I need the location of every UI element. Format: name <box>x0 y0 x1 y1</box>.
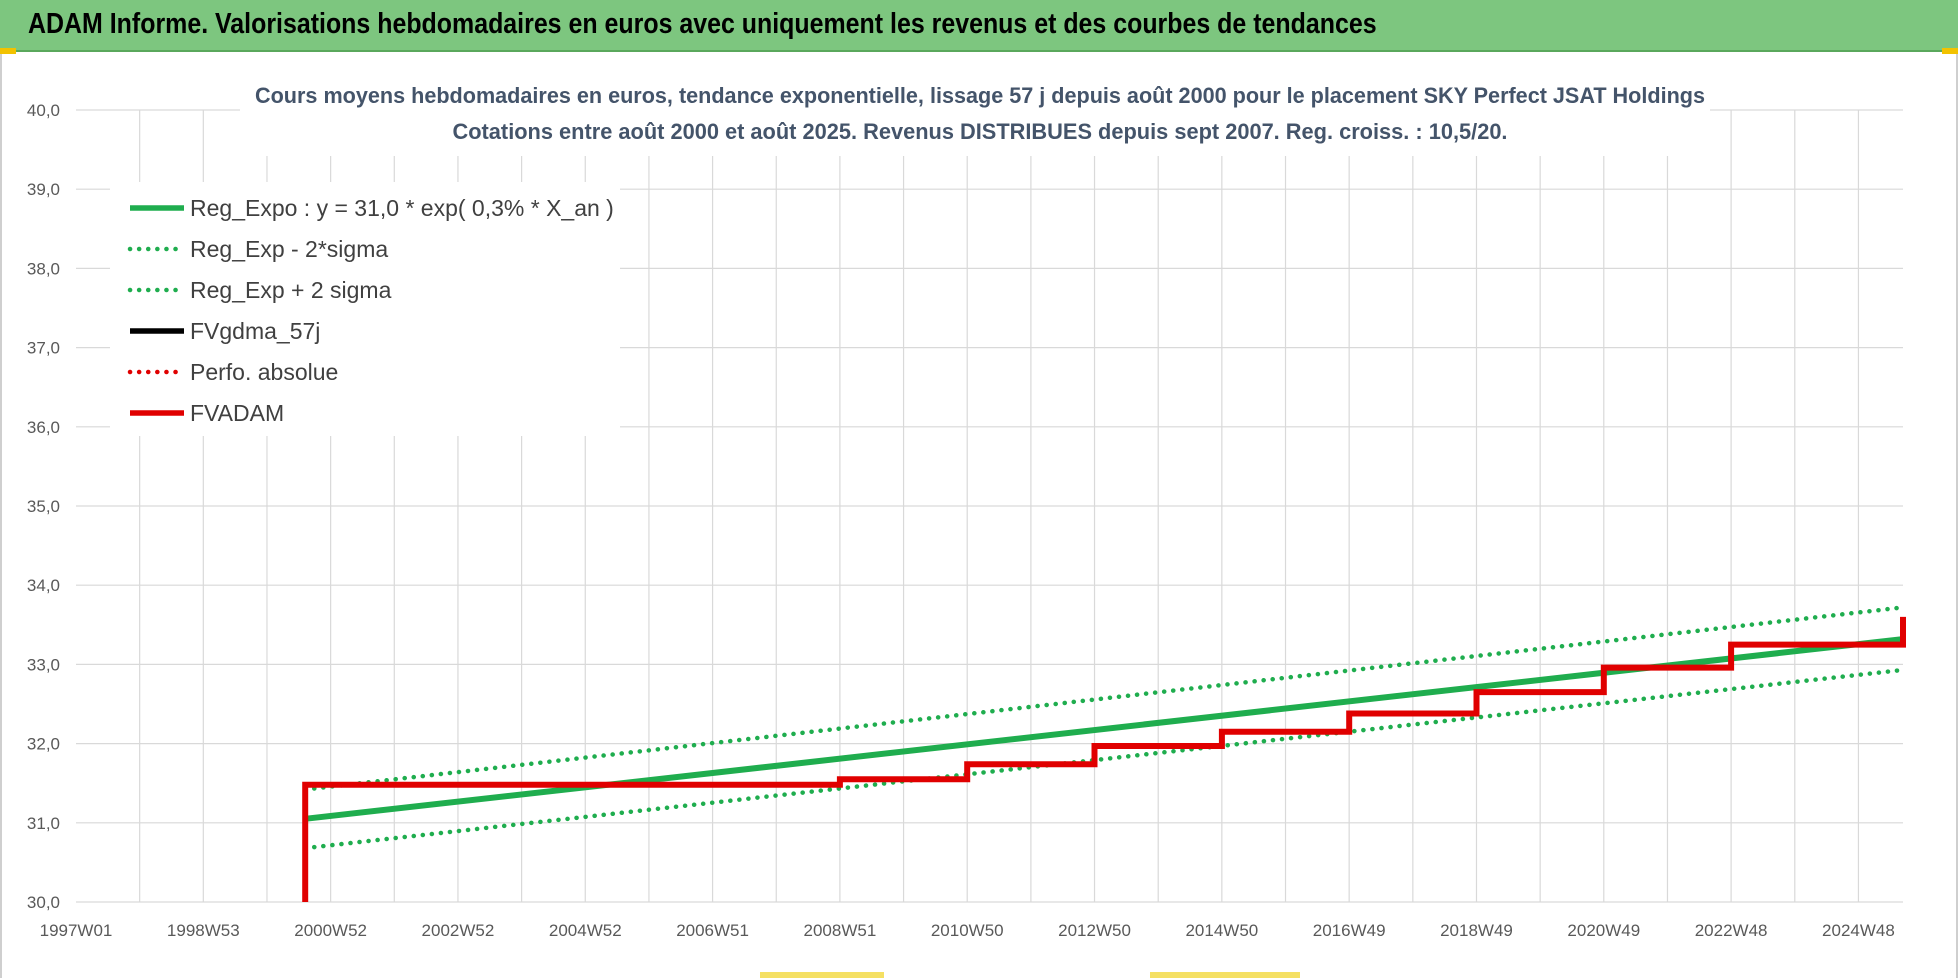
banner-corner-right <box>1942 48 1958 54</box>
y-tick-label: 33,0 <box>27 655 60 674</box>
x-tick-label: 2012W50 <box>1058 921 1131 940</box>
chart-series <box>302 605 1906 902</box>
x-tick-label: 2014W50 <box>1185 921 1258 940</box>
legend-label: Perfo. absolue <box>190 359 338 385</box>
x-tick-label: 1998W53 <box>167 921 240 940</box>
sheet-tab-marker <box>1150 972 1300 978</box>
legend-label: FVgdma_57j <box>190 318 320 344</box>
series-line <box>302 667 1906 851</box>
x-tick-label: 2010W50 <box>931 921 1004 940</box>
legend-label: Reg_Exp + 2 sigma <box>190 277 392 303</box>
x-axis-ticks: 1997W01 1998W53 2000W52 2002W52 2004W52 2006W… <box>40 921 1895 940</box>
chart-legend: Reg_Expo : y = 31,0 * exp( 0,3% * X_an )… <box>110 182 620 436</box>
x-tick-label: 2024W48 <box>1822 921 1895 940</box>
y-axis-ticks: 30,0 31,0 32,0 33,0 34,0 35,0 36,0 37,0 38,0 39,0… <box>27 101 60 912</box>
x-tick-label: 2006W51 <box>676 921 749 940</box>
legend-label: Reg_Expo : y = 31,0 * exp( 0,3% * X_an ) <box>190 195 614 221</box>
x-tick-label: 2022W48 <box>1695 921 1768 940</box>
y-tick-label: 40,0 <box>27 101 60 120</box>
x-tick-label: 2008W51 <box>804 921 877 940</box>
x-tick-label: 2016W49 <box>1313 921 1386 940</box>
x-tick-label: 2000W52 <box>294 921 367 940</box>
x-tick-label: 2020W49 <box>1567 921 1640 940</box>
y-tick-label: 36,0 <box>27 418 60 437</box>
y-tick-label: 30,0 <box>27 893 60 912</box>
y-tick-label: 32,0 <box>27 735 60 754</box>
x-tick-label: 2004W52 <box>549 921 622 940</box>
series-line <box>302 616 1906 902</box>
chart-frame <box>0 52 1958 978</box>
banner-corner-left <box>0 48 16 54</box>
chart-title-block: Cours moyens hebdomadaires en euros, ten… <box>240 74 1710 156</box>
chart-title-line: Cotations entre août 2000 et août 2025. … <box>453 119 1508 144</box>
report-title: ADAM Informe. Valorisations hebdomadaire… <box>28 8 1377 40</box>
legend-background <box>110 182 620 436</box>
x-tick-label: 2018W49 <box>1440 921 1513 940</box>
x-tick-label: 1997W01 <box>40 921 113 940</box>
report-banner: ADAM Informe. Valorisations hebdomadaire… <box>0 0 1958 52</box>
y-tick-label: 31,0 <box>27 814 60 833</box>
y-tick-label: 35,0 <box>27 497 60 516</box>
legend-label: FVADAM <box>190 400 284 426</box>
chart-title-background <box>240 74 1710 156</box>
chart-title-line: Cours moyens hebdomadaires en euros, ten… <box>255 83 1705 108</box>
legend-label: Reg_Exp - 2*sigma <box>190 236 388 262</box>
y-tick-label: 38,0 <box>27 259 60 278</box>
y-tick-label: 37,0 <box>27 339 60 358</box>
x-tick-label: 2002W52 <box>422 921 495 940</box>
y-tick-label: 34,0 <box>27 576 60 595</box>
y-tick-label: 39,0 <box>27 180 60 199</box>
sheet-tab-marker <box>760 972 884 978</box>
